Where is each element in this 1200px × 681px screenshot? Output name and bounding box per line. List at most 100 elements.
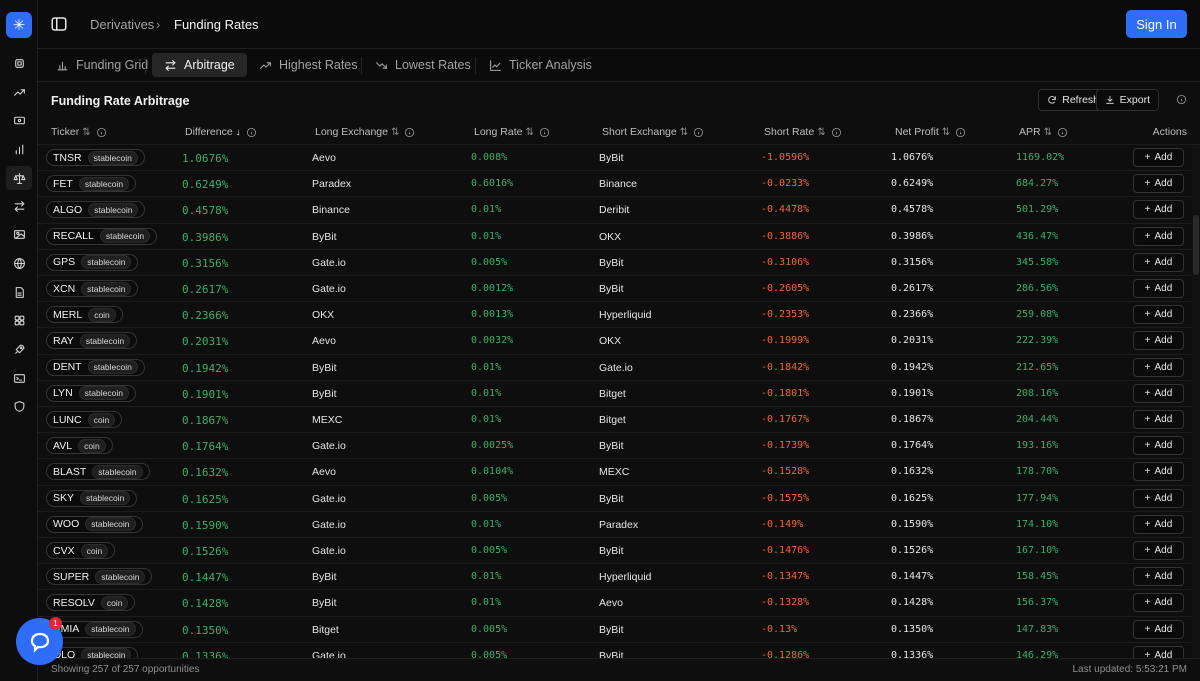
column-long-rate[interactable]: Long Rate ⇅ <box>474 126 550 138</box>
ticker-pill[interactable]: RESOLV coin <box>46 594 136 612</box>
tab-arbitrage[interactable]: Arbitrage <box>152 53 247 77</box>
info-icon[interactable] <box>1057 127 1068 138</box>
ticker-pill[interactable]: LYN stablecoin <box>46 384 136 402</box>
column-long-exchange[interactable]: Long Exchange ⇅ <box>315 126 415 138</box>
breadcrumb-derivatives[interactable]: Derivatives <box>90 17 155 32</box>
add-button[interactable]: + Add <box>1133 514 1184 534</box>
info-icon[interactable] <box>693 127 704 138</box>
column-short-exchange[interactable]: Short Exchange ⇅ <box>602 126 704 138</box>
tab-highest-rates[interactable]: Highest Rates <box>247 53 370 77</box>
sidebar-rail: ✳ <box>0 0 38 681</box>
scale-icon[interactable] <box>6 166 32 190</box>
add-button[interactable]: + Add <box>1133 357 1184 377</box>
ticker-pill[interactable]: SKY stablecoin <box>46 489 138 507</box>
ticket-icon[interactable] <box>9 110 29 130</box>
add-button[interactable]: + Add <box>1133 200 1184 220</box>
add-button[interactable]: + Add <box>1133 619 1184 639</box>
add-button[interactable]: + Add <box>1133 593 1184 613</box>
ticker-pill[interactable]: ALGO stablecoin <box>46 201 146 219</box>
plus-icon: + <box>1144 256 1151 268</box>
info-icon[interactable] <box>96 127 107 138</box>
column-difference[interactable]: Difference ↓ <box>185 126 257 138</box>
globe-icon[interactable] <box>9 253 29 273</box>
ticker-pill[interactable]: BLAST stablecoin <box>46 463 150 481</box>
sign-in-button[interactable]: Sign In <box>1126 10 1187 38</box>
info-icon[interactable] <box>1176 94 1188 106</box>
bar-chart-icon[interactable] <box>9 139 29 159</box>
trending-up-icon[interactable] <box>9 82 29 102</box>
ticker-pill[interactable]: GPS stablecoin <box>46 253 139 271</box>
ticker-pill[interactable]: RECALL stablecoin <box>46 227 158 245</box>
ticker-pill[interactable]: FET stablecoin <box>46 175 137 193</box>
tab-lowest-rates[interactable]: Lowest Rates <box>363 53 483 77</box>
image-icon[interactable] <box>9 224 29 244</box>
add-button[interactable]: + Add <box>1133 410 1184 429</box>
rocket-icon[interactable] <box>9 339 29 359</box>
tab-ticker-analysis[interactable]: Ticker Analysis <box>477 53 604 77</box>
export-button[interactable]: Export <box>1095 89 1159 111</box>
add-button[interactable]: + Add <box>1133 645 1184 658</box>
asset-type-badge: stablecoin <box>81 281 132 296</box>
info-icon[interactable] <box>539 127 550 138</box>
refresh-button[interactable]: Refresh <box>1038 89 1108 111</box>
add-button[interactable]: + Add <box>1133 252 1184 272</box>
difference-value: 0.1350% <box>182 623 229 637</box>
column-net-profit[interactable]: Net Profit ⇅ <box>895 126 966 138</box>
add-button[interactable]: + Add <box>1133 305 1184 325</box>
apps-icon[interactable] <box>9 310 29 330</box>
asset-type-badge: stablecoin <box>85 622 136 637</box>
arrows-swap-icon[interactable] <box>9 196 29 216</box>
ticker-pill[interactable]: DENT stablecoin <box>46 358 145 376</box>
info-icon[interactable] <box>831 127 842 138</box>
dashboard-icon[interactable] <box>9 53 29 73</box>
add-button[interactable]: + Add <box>1133 462 1184 482</box>
info-icon[interactable] <box>404 127 415 138</box>
add-button[interactable]: + Add <box>1133 436 1184 456</box>
add-button[interactable]: + Add <box>1133 383 1184 403</box>
table-row: MERL coin 0.2366% OKX 0.0013% Hyperliquid -0.2… <box>38 302 1192 329</box>
column-ticker[interactable]: Ticker ⇅ <box>51 126 107 138</box>
ticker-pill[interactable]: AVL coin <box>46 437 113 455</box>
add-button[interactable]: + Add <box>1133 488 1184 508</box>
tab-funding-grid[interactable]: Funding Grid <box>44 53 160 77</box>
ticker-pill[interactable]: RAY stablecoin <box>46 332 138 350</box>
ticker-pill[interactable]: WOO stablecoin <box>46 515 143 533</box>
ticker-pill[interactable]: SUPER stablecoin <box>46 568 153 586</box>
column-short-rate[interactable]: Short Rate ⇅ <box>764 126 842 138</box>
add-button[interactable]: + Add <box>1133 279 1184 298</box>
ticker-pill[interactable]: UMIA stablecoin <box>46 620 143 638</box>
terminal-icon[interactable] <box>9 368 29 388</box>
ticker-pill[interactable]: LUNC coin <box>46 411 123 428</box>
table-footer: Showing 257 of 257 opportunities Last up… <box>38 658 1200 681</box>
column-actions: Actions <box>1153 126 1187 138</box>
short-exchange: OKX <box>599 230 622 243</box>
add-button[interactable]: + Add <box>1133 541 1184 560</box>
column-apr[interactable]: APR ⇅ <box>1019 126 1068 138</box>
line-chart-icon <box>490 59 501 71</box>
tab-divider <box>475 57 476 74</box>
plus-icon: + <box>1144 283 1151 294</box>
add-button[interactable]: + Add <box>1133 331 1184 351</box>
info-icon[interactable] <box>955 127 966 138</box>
sidebar-toggle-icon[interactable] <box>50 15 68 33</box>
add-label: Add <box>1154 518 1173 530</box>
app-logo-icon[interactable]: ✳ <box>6 12 32 38</box>
difference-value: 0.1942% <box>182 361 229 375</box>
ticker-symbol: MERL <box>53 308 83 321</box>
shield-icon[interactable] <box>9 396 29 416</box>
add-button[interactable]: + Add <box>1133 567 1184 587</box>
apr-value: 684.27% <box>1016 178 1059 190</box>
ticker-pill[interactable]: TNSR stablecoin <box>46 149 145 166</box>
scrollbar-thumb[interactable] <box>1193 215 1199 275</box>
scrollbar[interactable] <box>1192 145 1200 658</box>
ticker-pill[interactable]: XCN stablecoin <box>46 280 139 297</box>
document-icon[interactable] <box>9 282 29 302</box>
ticker-pill[interactable]: MERL coin <box>46 306 123 324</box>
ticker-symbol: TNSR <box>53 151 82 164</box>
add-button[interactable]: + Add <box>1133 148 1184 167</box>
ticker-pill[interactable]: CVX coin <box>46 542 116 559</box>
info-icon[interactable] <box>246 127 257 138</box>
add-button[interactable]: + Add <box>1133 226 1184 246</box>
long-rate: 0.0012% <box>471 283 514 294</box>
add-button[interactable]: + Add <box>1133 174 1184 194</box>
